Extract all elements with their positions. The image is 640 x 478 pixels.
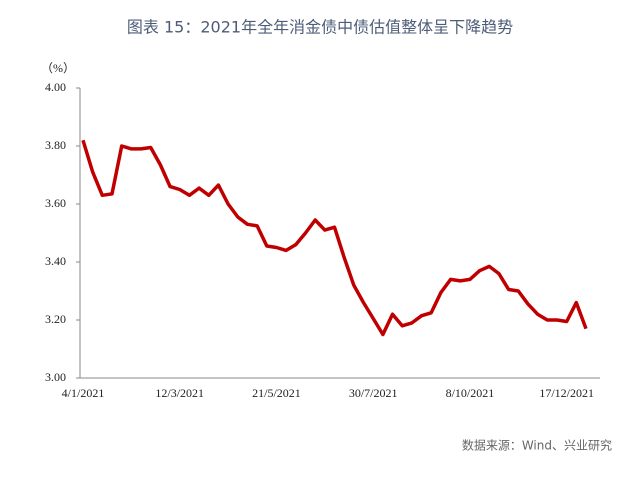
y-tick-label: 4.00 [45,80,66,94]
x-tick-label: 30/7/2021 [349,386,398,400]
chart-title: 图表 15：2021年全年消金债中债估值整体呈下降趋势 [127,18,513,37]
x-tick-label: 8/10/2021 [446,386,495,400]
x-tick-label: 12/3/2021 [155,386,204,400]
x-tick-label: 17/12/2021 [539,386,594,400]
y-tick-label: 3.20 [45,312,66,326]
x-tick-label: 21/5/2021 [252,386,301,400]
x-tick-label: 4/1/2021 [62,386,105,400]
y-tick-label: 3.00 [45,370,66,384]
y-tick-label: 3.60 [45,196,66,210]
unit-label: （%） [41,61,75,75]
y-tick-label: 3.40 [45,254,66,268]
y-tick-label: 3.80 [45,138,66,152]
line-series [81,139,588,337]
source-note: 数据来源：Wind、兴业研究 [462,438,612,453]
